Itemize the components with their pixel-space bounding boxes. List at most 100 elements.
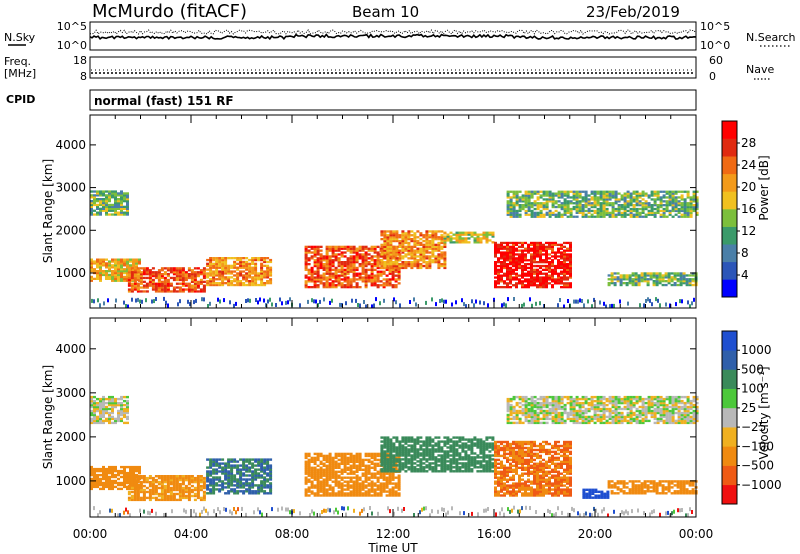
power-cell — [376, 253, 380, 256]
velocity-cell — [245, 464, 249, 467]
power-cell — [557, 200, 561, 203]
velocity-cell — [93, 485, 96, 489]
velocity-cell — [376, 478, 380, 481]
velocity-cell — [90, 395, 93, 399]
power-cell — [96, 190, 99, 193]
power-cell — [266, 268, 270, 271]
velocity-cell — [346, 492, 350, 495]
power-ground-scatter — [559, 298, 561, 302]
power-ground-scatter — [331, 298, 333, 303]
power-cell — [647, 205, 651, 209]
power-cell — [373, 284, 377, 287]
velocity-cell — [239, 458, 243, 461]
power-cell — [563, 268, 566, 271]
power-cell — [307, 272, 311, 275]
velocity-cell — [352, 480, 356, 483]
velocity-cell — [361, 474, 365, 477]
power-cell — [617, 204, 621, 207]
power-cell — [509, 251, 512, 254]
power-cell — [319, 266, 323, 270]
velocity-cell — [307, 464, 311, 467]
power-cell — [557, 251, 560, 254]
power-cell — [524, 200, 528, 203]
power-cell — [322, 263, 326, 266]
power-cell — [662, 211, 666, 214]
velocity-cell — [310, 490, 314, 493]
velocity-cell — [388, 474, 392, 477]
velocity-cell — [364, 468, 368, 471]
velocity-cell — [93, 477, 96, 481]
power-cell — [653, 190, 657, 193]
velocity-cell — [395, 458, 399, 461]
power-cell — [521, 198, 525, 201]
velocity-cell — [108, 417, 111, 421]
power-cell — [343, 270, 347, 273]
velocity-cell — [352, 482, 356, 485]
power-cell — [689, 213, 693, 216]
power-cell — [416, 251, 420, 254]
power-cell — [635, 209, 639, 213]
velocity-cell — [127, 484, 131, 488]
power-cell — [136, 288, 140, 291]
velocity-cell — [331, 492, 335, 495]
velocity-cell — [388, 476, 392, 479]
power-cell — [108, 194, 111, 197]
velocity-cell — [136, 484, 140, 488]
power-cell — [352, 259, 356, 262]
power-cell — [479, 239, 483, 242]
power-cell — [551, 270, 554, 273]
power-cell — [376, 259, 380, 262]
power-cell — [343, 272, 347, 275]
velocity-cell — [398, 454, 402, 457]
velocity-cell — [117, 413, 120, 417]
velocity-cell — [151, 490, 155, 494]
power-cell — [610, 280, 614, 283]
velocity-cell — [346, 476, 350, 479]
power-x-ticks — [89, 115, 697, 308]
power-cell — [212, 257, 216, 260]
power-cell — [133, 274, 137, 278]
power-cell — [557, 272, 560, 275]
velocity-cell — [352, 484, 356, 487]
velocity-cell — [202, 494, 206, 498]
power-cell — [536, 278, 539, 281]
velocity-cell — [343, 456, 347, 460]
velocity-cell — [304, 464, 308, 467]
velocity-cell — [166, 475, 170, 478]
velocity-cell — [410, 464, 414, 467]
velocity-cell — [212, 472, 216, 475]
velocity-cell — [93, 405, 96, 409]
cpid-label: CPID — [6, 93, 35, 106]
power-cell — [530, 278, 533, 281]
power-cell — [117, 277, 120, 280]
velocity-cell — [224, 476, 228, 479]
velocity-cell — [126, 411, 129, 415]
power-ground-scatter — [415, 302, 417, 307]
velocity-cell — [102, 401, 105, 405]
velocity-cell — [386, 444, 390, 447]
velocity-cell — [382, 482, 386, 485]
power-cell — [593, 194, 597, 197]
power-cell — [575, 192, 579, 195]
velocity-cell — [102, 395, 105, 399]
power-cell — [126, 211, 129, 214]
velocity-cell — [386, 464, 390, 467]
power-cell — [136, 274, 140, 278]
velocity-cell — [120, 413, 123, 417]
power-cell — [352, 249, 356, 252]
power-cell — [373, 282, 377, 285]
power-cell — [500, 251, 503, 254]
power-cell — [515, 266, 518, 270]
power-cell — [383, 255, 387, 258]
power-cell — [322, 274, 326, 277]
velocity-cell — [382, 490, 386, 493]
power-cell — [533, 278, 536, 281]
power-cell — [488, 231, 492, 234]
power-ground-scatter — [345, 301, 347, 306]
power-cell — [674, 213, 678, 216]
power-cell — [328, 276, 332, 279]
power-cell — [530, 194, 534, 197]
power-cell — [506, 194, 510, 197]
power-cell — [343, 274, 347, 277]
power-cell — [190, 271, 194, 274]
